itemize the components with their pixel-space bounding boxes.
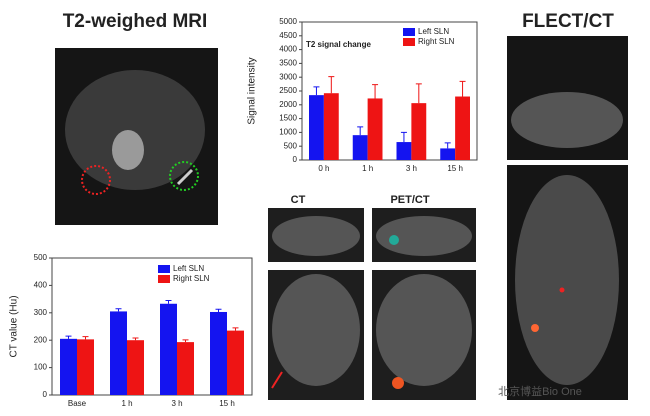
bar bbox=[352, 135, 368, 160]
bar bbox=[455, 96, 470, 160]
error-bar bbox=[415, 83, 422, 104]
legend-swatch bbox=[158, 275, 170, 283]
error-bar bbox=[372, 84, 379, 99]
legend-label: Left SLN bbox=[173, 264, 204, 273]
error-bar bbox=[82, 336, 89, 340]
pet-ct-label: PET/CT bbox=[390, 194, 429, 206]
y-tick-label: 4000 bbox=[279, 45, 297, 54]
y-tick-label: 200 bbox=[34, 335, 48, 344]
legend-swatch bbox=[403, 38, 415, 46]
legend-label: Left SLN bbox=[418, 27, 449, 36]
bar bbox=[323, 93, 339, 160]
error-bar bbox=[328, 76, 335, 94]
y-axis-label: CT value (Hu) bbox=[9, 295, 20, 357]
bar bbox=[396, 142, 412, 160]
bar bbox=[110, 311, 127, 395]
bar bbox=[127, 340, 144, 395]
bar bbox=[440, 148, 456, 160]
error-bar bbox=[215, 308, 222, 312]
x-tick-label: Base bbox=[68, 399, 87, 408]
y-tick-label: 2000 bbox=[279, 100, 297, 109]
mri-image bbox=[55, 48, 218, 225]
bar bbox=[77, 339, 94, 395]
error-bar bbox=[459, 80, 466, 97]
legend-swatch bbox=[158, 265, 170, 273]
x-tick-label: 15 h bbox=[219, 399, 235, 408]
y-tick-label: 0 bbox=[43, 390, 48, 399]
legend-label: Right SLN bbox=[418, 37, 455, 46]
annotation: T2 signal change bbox=[306, 40, 371, 49]
x-tick-label: 15 h bbox=[447, 164, 463, 173]
bar bbox=[160, 303, 177, 395]
legend-swatch bbox=[403, 28, 415, 36]
watermark: 北京博益Bio One bbox=[498, 384, 582, 398]
x-tick-label: 0 h bbox=[318, 164, 329, 173]
mri-title: T2-weighed MRI bbox=[63, 11, 208, 32]
error-bar bbox=[165, 299, 172, 304]
y-tick-label: 100 bbox=[34, 363, 48, 372]
y-tick-label: 1000 bbox=[279, 128, 297, 137]
y-tick-label: 0 bbox=[293, 155, 298, 164]
bar bbox=[367, 98, 383, 160]
plot-area bbox=[51, 257, 253, 396]
x-tick-label: 1 h bbox=[121, 399, 132, 408]
y-tick-label: 3500 bbox=[279, 59, 297, 68]
flect-title: FLECT/CT bbox=[522, 11, 614, 32]
y-tick-label: 2500 bbox=[279, 86, 297, 95]
error-bar bbox=[115, 308, 122, 312]
bar bbox=[411, 103, 427, 160]
y-tick-label: 5000 bbox=[279, 17, 297, 26]
bar bbox=[210, 311, 227, 395]
bar bbox=[309, 95, 324, 160]
y-tick-label: 500 bbox=[284, 141, 298, 150]
flect-images bbox=[507, 36, 628, 400]
error-bar bbox=[182, 339, 189, 343]
y-tick-label: 300 bbox=[34, 308, 48, 317]
error-bar bbox=[400, 131, 407, 143]
y-tick-label: 4500 bbox=[279, 31, 297, 40]
error-bar bbox=[313, 86, 320, 96]
error-bar bbox=[65, 335, 72, 339]
x-tick-label: 3 h bbox=[406, 164, 417, 173]
bar bbox=[60, 338, 77, 395]
y-tick-label: 400 bbox=[34, 281, 48, 290]
bar bbox=[227, 330, 244, 395]
y-tick-label: 1500 bbox=[279, 114, 297, 123]
ct-images bbox=[268, 208, 476, 400]
error-bar bbox=[357, 126, 364, 136]
error-bar bbox=[132, 337, 139, 341]
x-tick-label: 3 h bbox=[171, 399, 182, 408]
y-axis-label: Signal intensity bbox=[247, 57, 258, 124]
y-tick-label: 3000 bbox=[279, 72, 297, 81]
error-bar bbox=[444, 142, 451, 149]
legend-label: Right SLN bbox=[173, 274, 210, 283]
x-tick-label: 1 h bbox=[362, 164, 373, 173]
y-tick-label: 500 bbox=[34, 253, 48, 262]
bar bbox=[177, 342, 194, 395]
error-bar bbox=[232, 327, 239, 331]
ct-label: CT bbox=[291, 194, 306, 206]
